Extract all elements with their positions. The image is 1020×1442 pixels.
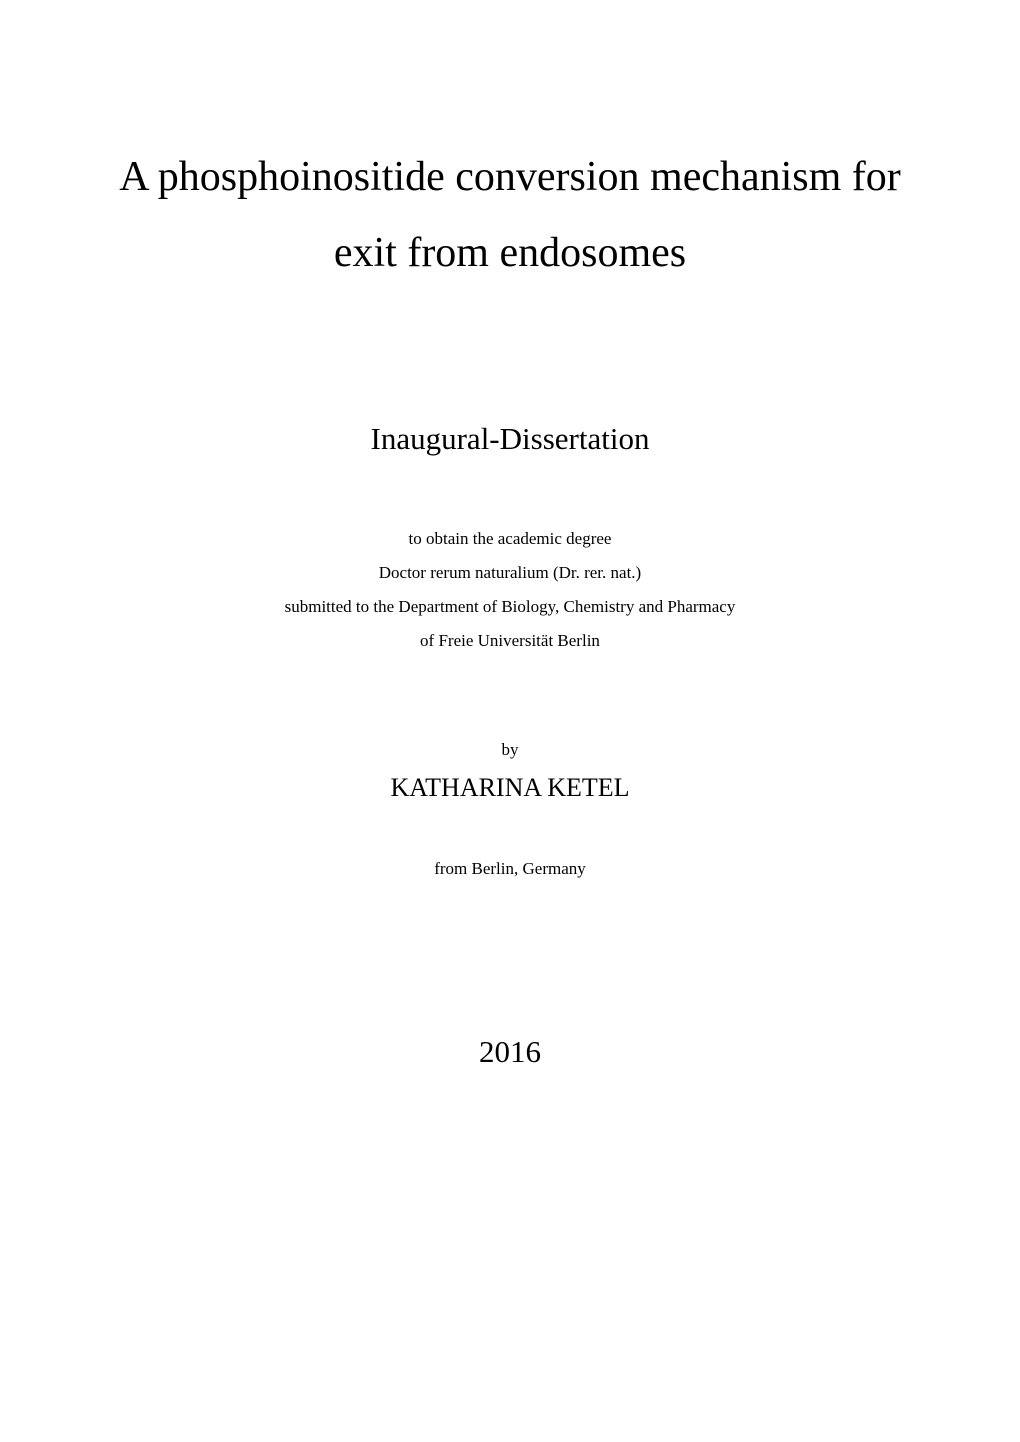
- title-line-2: exit from endosomes: [119, 216, 901, 292]
- author-block: by KATHARINA KETEL: [390, 733, 629, 809]
- author-origin: from Berlin, Germany: [434, 859, 586, 879]
- author-name: KATHARINA KETEL: [390, 767, 629, 809]
- document-type-subtitle: Inaugural-Dissertation: [371, 421, 650, 457]
- publication-year: 2016: [479, 1034, 541, 1070]
- by-label: by: [390, 733, 629, 767]
- degree-line-3: submitted to the Department of Biology, …: [285, 590, 736, 624]
- title-line-1: A phosphoinositide conversion mechanism …: [119, 140, 901, 216]
- degree-line-2: Doctor rerum naturalium (Dr. rer. nat.): [285, 556, 736, 590]
- degree-description: to obtain the academic degree Doctor rer…: [285, 522, 736, 658]
- degree-line-1: to obtain the academic degree: [285, 522, 736, 556]
- degree-line-4: of Freie Universität Berlin: [285, 624, 736, 658]
- dissertation-title: A phosphoinositide conversion mechanism …: [119, 140, 901, 291]
